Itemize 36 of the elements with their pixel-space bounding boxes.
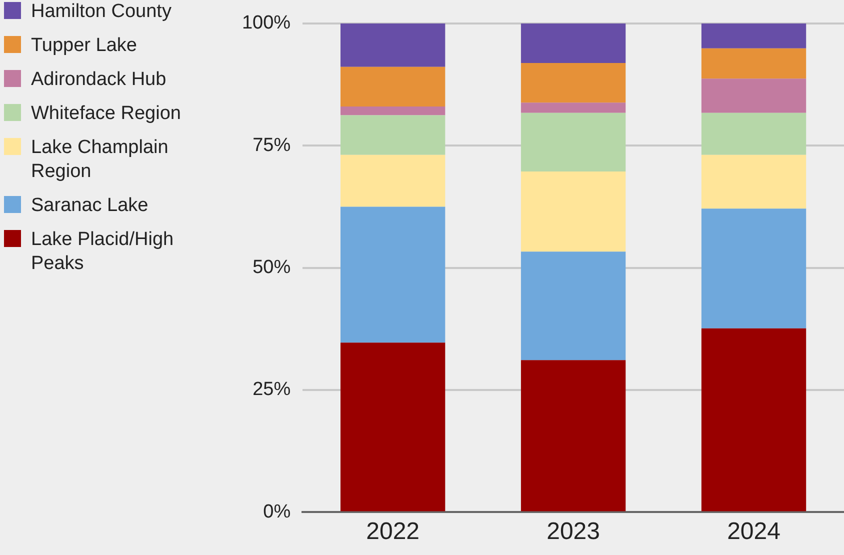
legend-label: Lake Champlain Region: [31, 136, 170, 184]
bar: [701, 23, 806, 48]
legend-label: Adirondack Hub: [31, 68, 168, 92]
legend-label: Lake Placid/High Peaks: [31, 228, 175, 276]
bar: [520, 62, 626, 103]
bar: [520, 112, 626, 172]
bar: [340, 154, 446, 207]
legend-label: Hamilton County: [31, 0, 172, 24]
bar: [520, 360, 626, 512]
bar: [340, 106, 446, 116]
bar: [520, 23, 626, 63]
y-tick-label: 0%: [263, 501, 291, 522]
legend-label: Tupper Lake: [31, 34, 138, 58]
bar: [340, 342, 446, 512]
y-tick-label: 50%: [252, 257, 291, 278]
x-tick-label: 2023: [546, 518, 600, 546]
bar: [701, 112, 806, 155]
x-tick-label: 2024: [727, 518, 780, 546]
y-tick-label: 25%: [252, 379, 291, 400]
bar: [701, 328, 806, 512]
legend-label: Saranac Lake: [31, 194, 150, 218]
bar: [701, 208, 806, 328]
bar: [520, 102, 626, 113]
bar: [340, 66, 446, 106]
bar: [520, 252, 626, 360]
bar: [340, 23, 446, 67]
bar: [340, 206, 446, 343]
bar: [701, 154, 806, 209]
y-tick-label: 100%: [242, 12, 291, 34]
bar: [701, 48, 806, 79]
bar: [701, 78, 806, 113]
legend-label: Whiteface Region: [31, 102, 182, 126]
bar: [520, 172, 626, 252]
x-tick-label: 2022: [366, 518, 420, 546]
bar: [340, 115, 446, 155]
y-tick-label: 75%: [252, 134, 291, 156]
